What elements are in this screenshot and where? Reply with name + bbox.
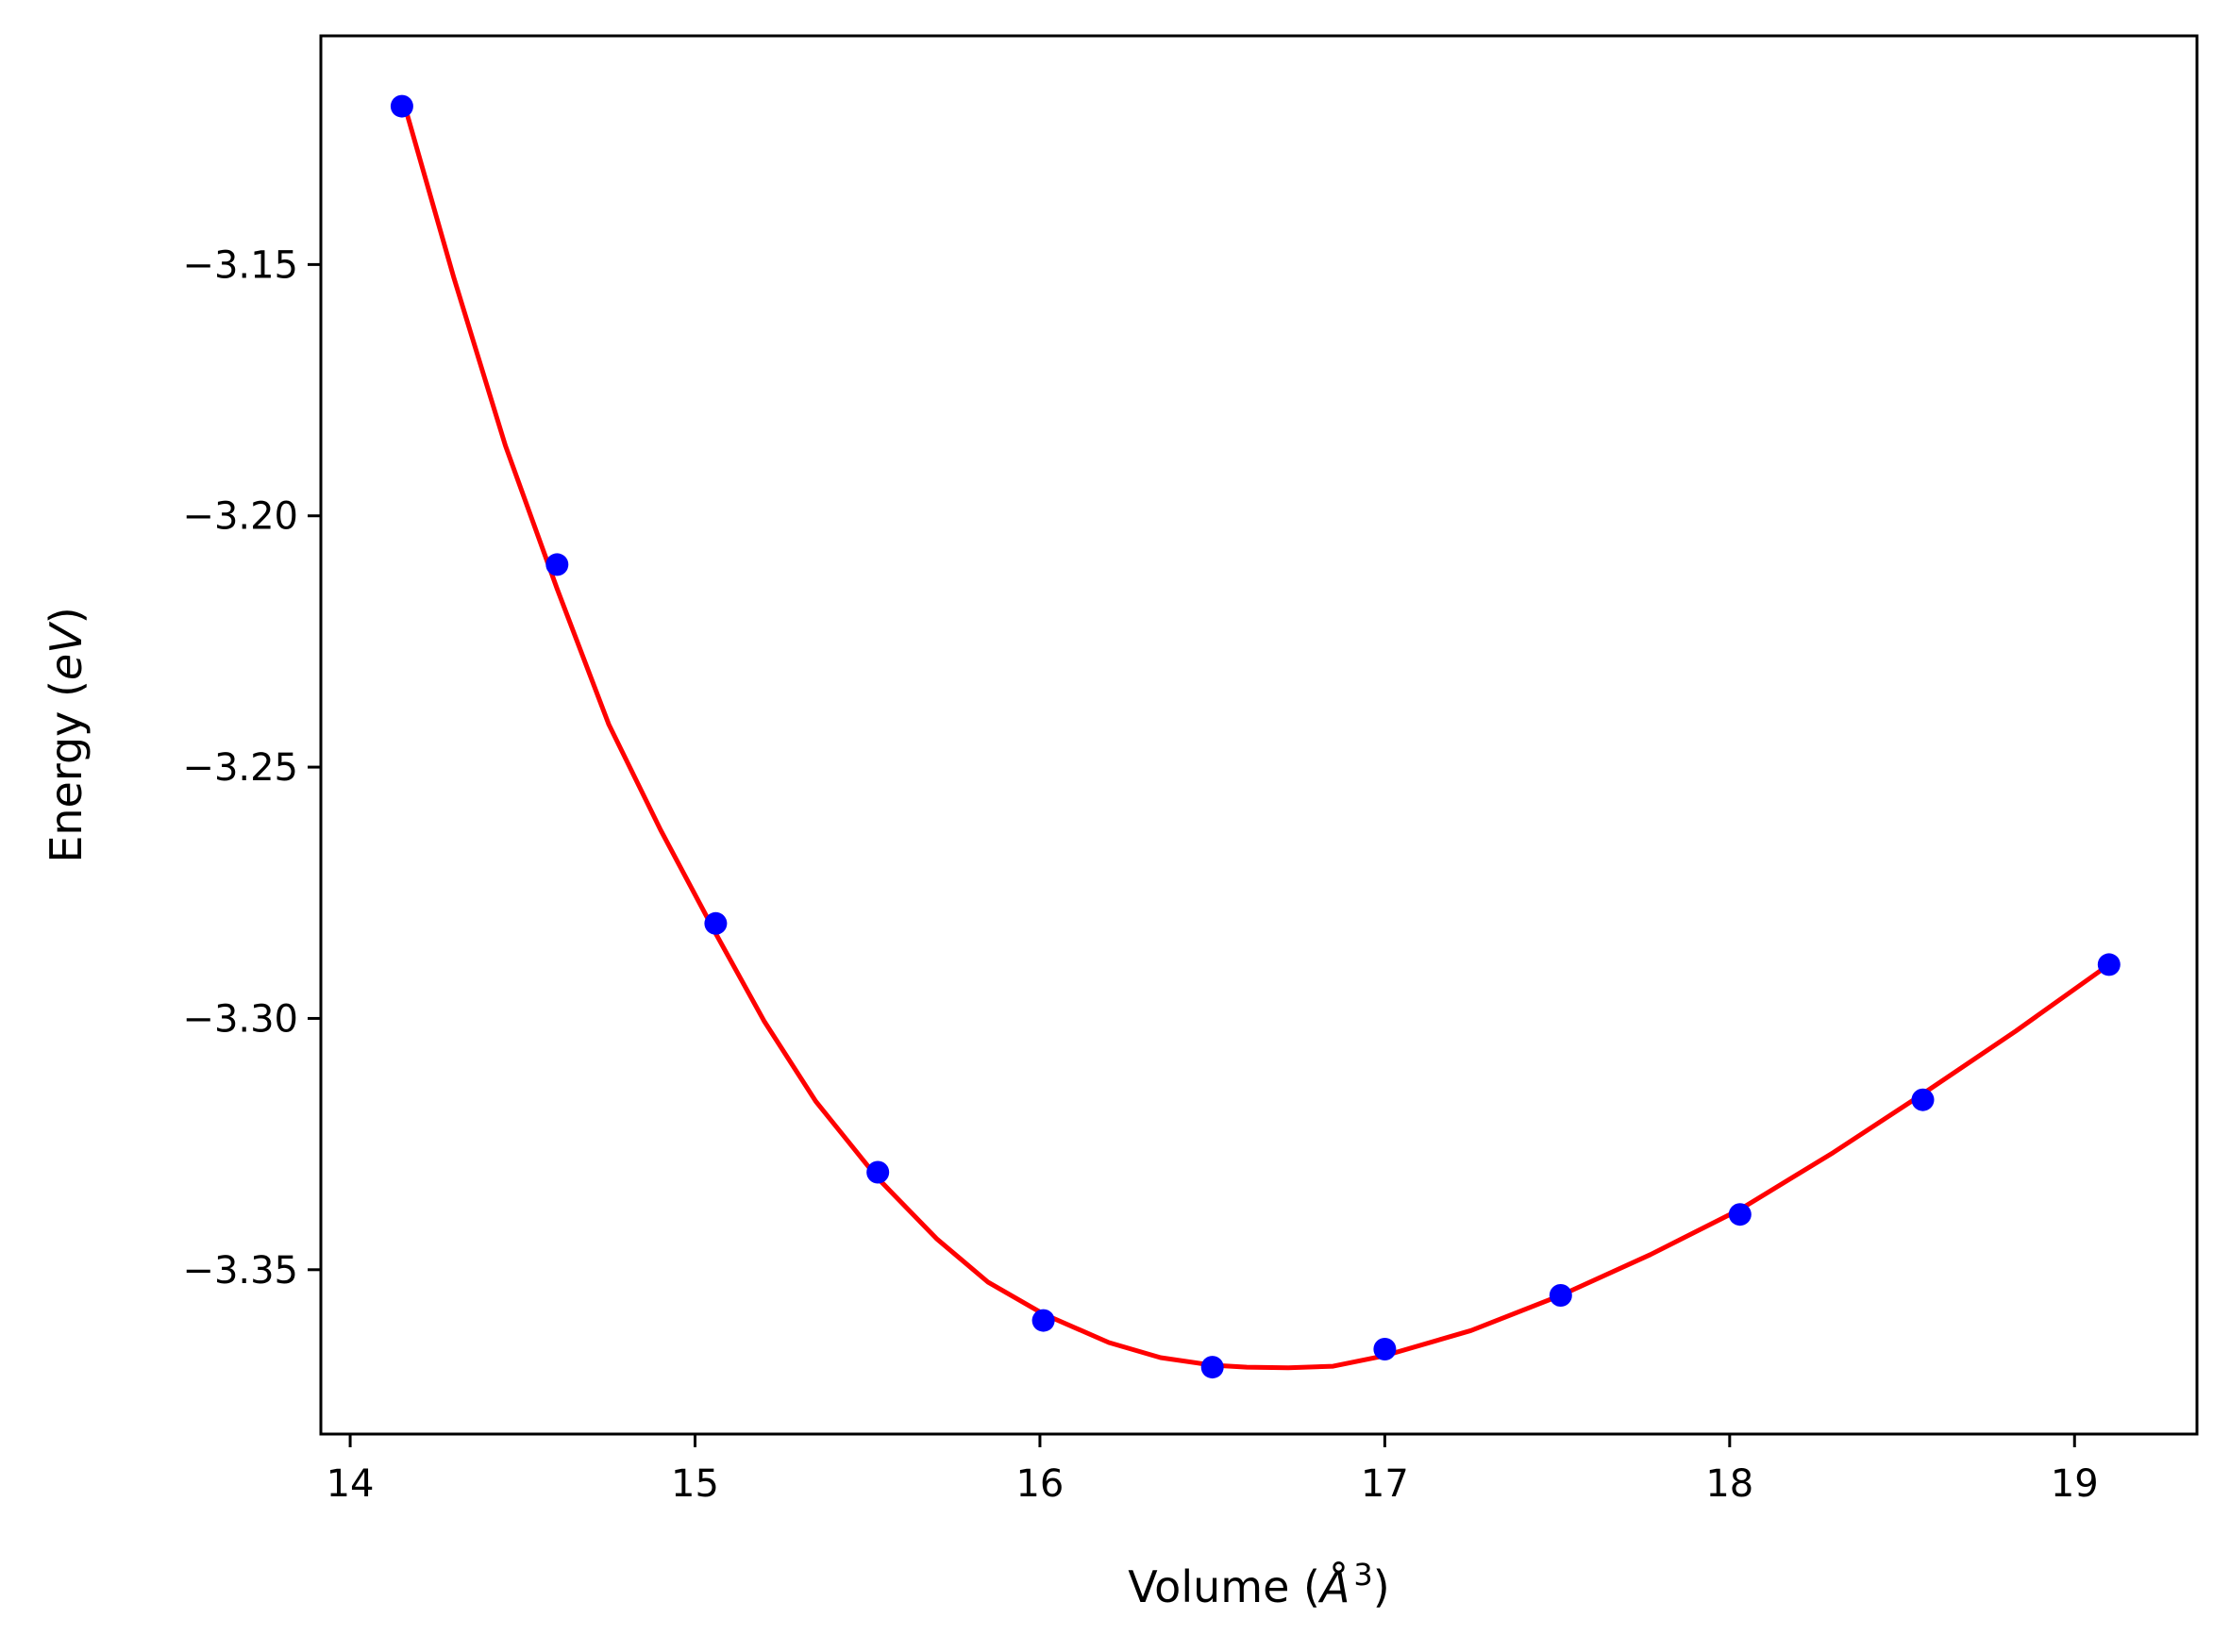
- x-tick-label: 18: [1705, 1462, 1753, 1506]
- x-tick-label: 16: [1015, 1462, 1064, 1506]
- x-tick-label: 14: [327, 1462, 375, 1506]
- data-point: [704, 911, 728, 935]
- data-point: [1911, 1088, 1935, 1111]
- data-point: [1728, 1203, 1752, 1226]
- y-axis-label-unit: eV: [41, 621, 92, 680]
- x-tick-label: 15: [671, 1462, 719, 1506]
- x-tick-label: 17: [1361, 1462, 1409, 1506]
- y-axis-label: Energy (eV): [41, 607, 92, 862]
- x-axis-label-suffix: ): [1373, 1561, 1390, 1612]
- data-point: [545, 553, 569, 576]
- data-points-layer: [390, 94, 2121, 1379]
- y-tick-label: −3.35: [182, 1249, 298, 1293]
- y-axis-label-suffix: ): [41, 607, 92, 624]
- x-axis-label-exponent: 3: [1353, 1557, 1372, 1593]
- plot-frame: [319, 34, 2199, 1436]
- y-tick-label: −3.15: [182, 243, 298, 287]
- x-tick-label: 19: [2051, 1462, 2099, 1506]
- data-point: [2097, 953, 2121, 976]
- data-point: [866, 1160, 890, 1184]
- x-axis: 14 15 16 17 18 19: [327, 1434, 2099, 1506]
- data-point: [1200, 1356, 1224, 1379]
- y-axis-label-prefix: Energy (: [41, 680, 92, 863]
- data-point: [1031, 1309, 1055, 1332]
- fit-curve-layer: [399, 95, 2111, 1371]
- y-tick-label: −3.25: [182, 746, 298, 790]
- x-axis-label: Volume (Å 3): [1128, 1557, 1389, 1612]
- x-axis-label-symbol: Å: [1317, 1561, 1350, 1612]
- data-point: [390, 94, 413, 118]
- y-tick-label: −3.30: [182, 997, 298, 1041]
- x-axis-label-prefix: Volume (: [1128, 1561, 1320, 1612]
- y-tick-label: −3.20: [182, 495, 298, 539]
- data-point: [1373, 1338, 1397, 1360]
- y-axis: −3.35 −3.30 −3.25 −3.20 −3.15: [182, 243, 321, 1293]
- fit-curve: [399, 95, 2111, 1371]
- data-point: [1549, 1284, 1572, 1307]
